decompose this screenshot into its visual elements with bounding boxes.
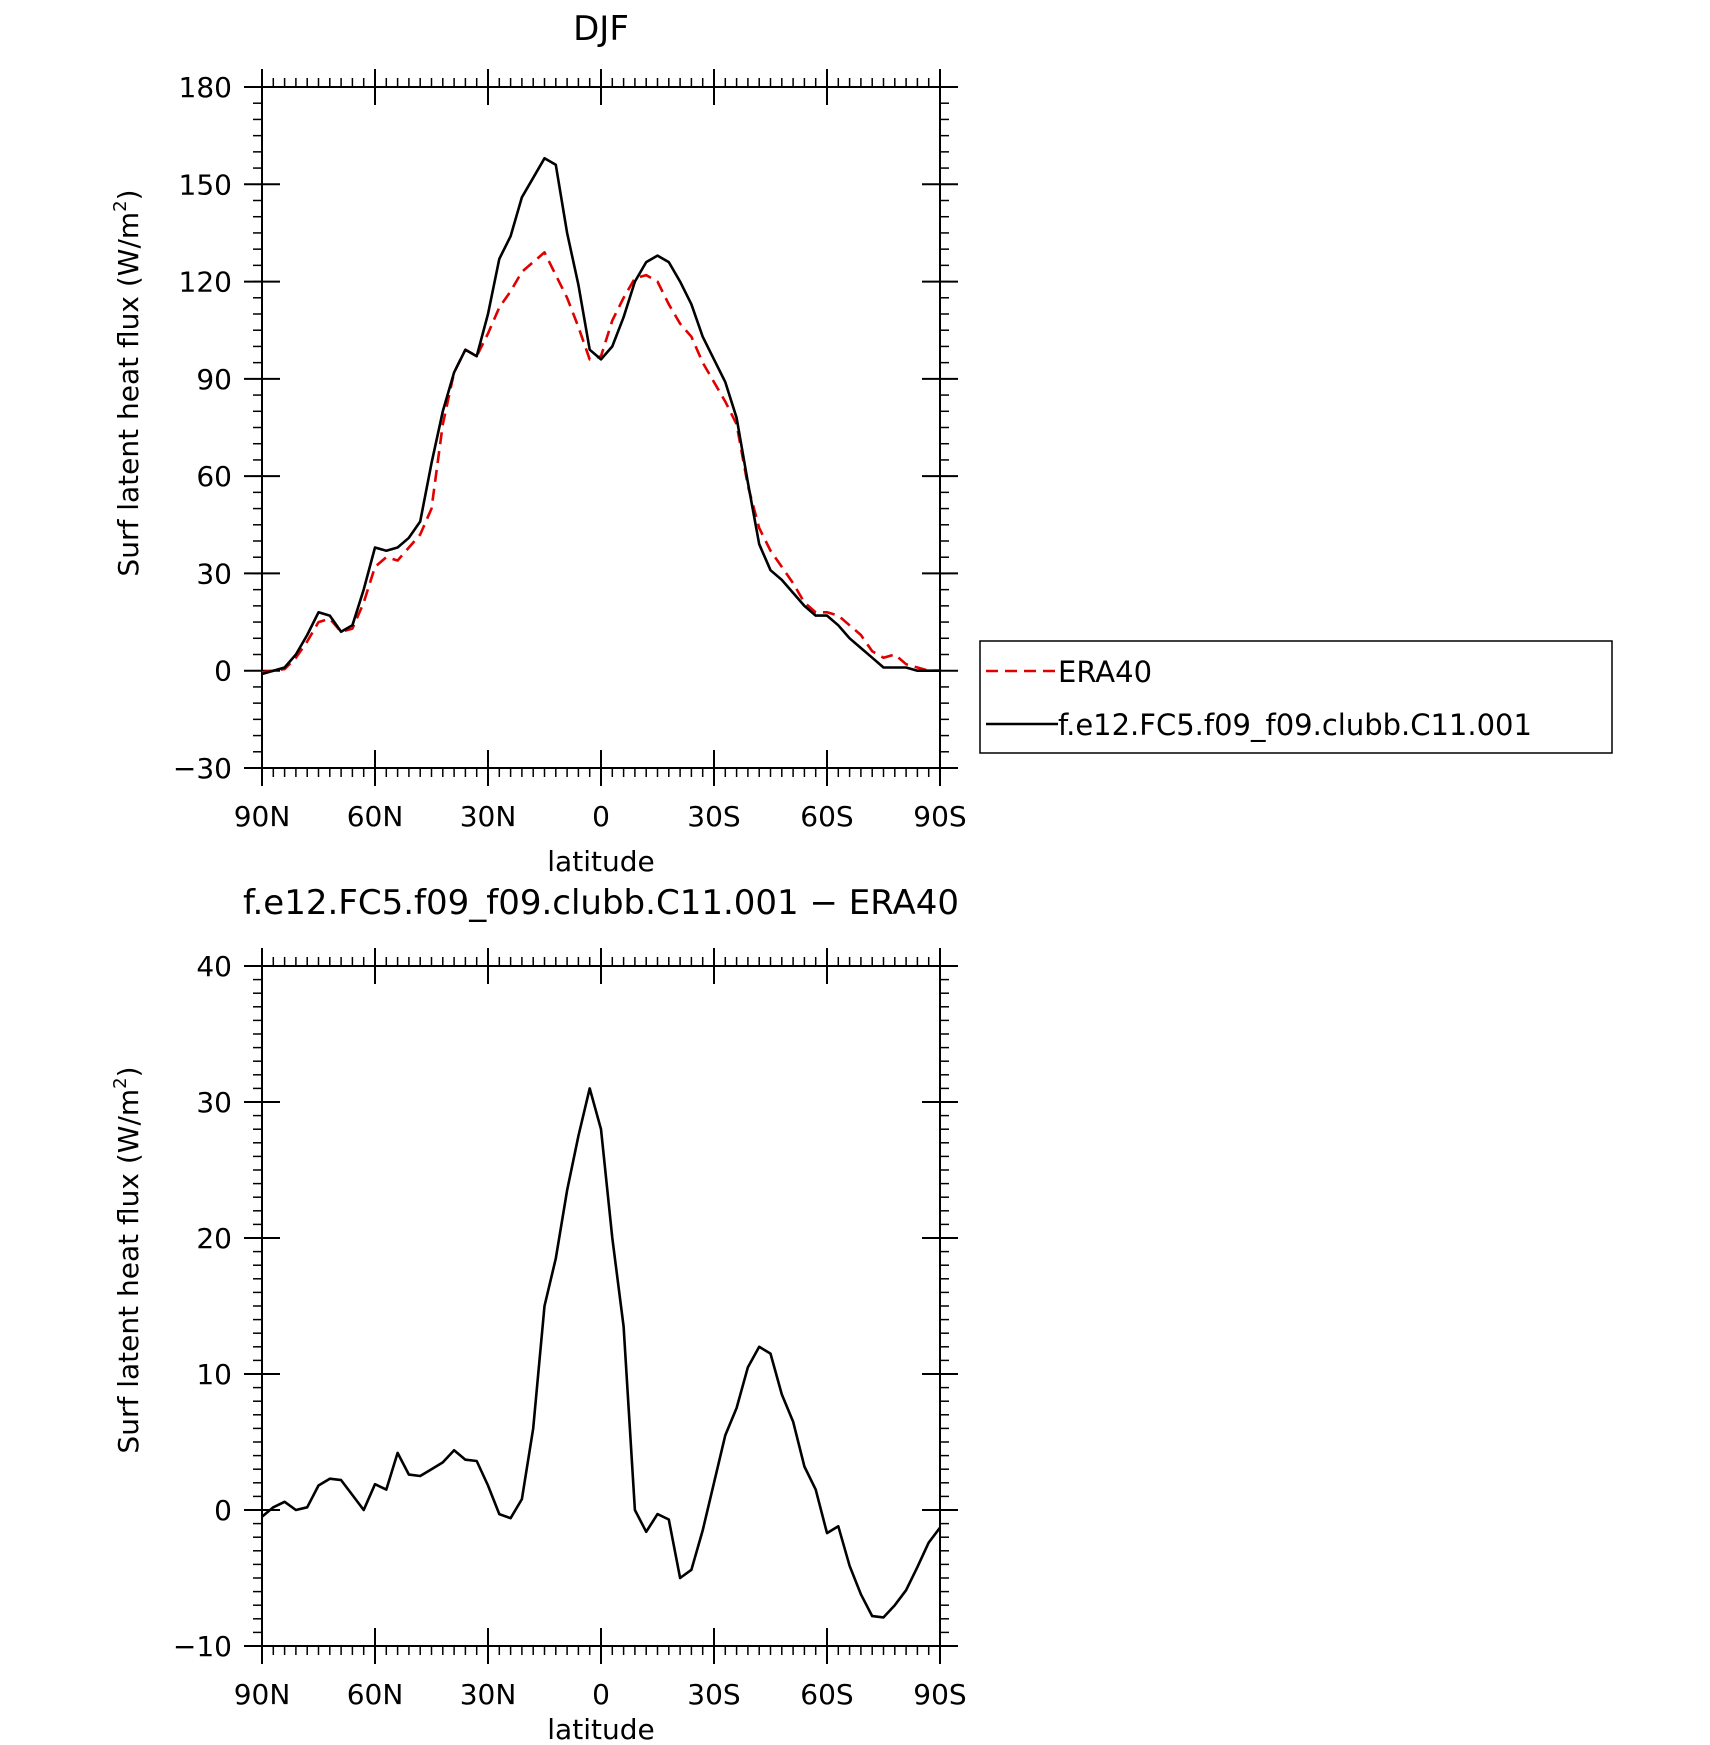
top-y-tick-label: 90 [196,363,232,396]
bottom-y-axis-label: Surf latent heat flux (W/m2) [110,1066,145,1453]
bottom-x-tick-label: 30N [460,1678,517,1711]
top-x-tick-label: 60S [800,800,853,833]
bottom-x-axis-label: latitude [547,1713,654,1745]
bottom-x-tick-label: 90S [913,1678,966,1711]
bottom-y-tick-label: −10 [173,1630,232,1663]
bottom-y-tick-label: 30 [196,1086,232,1119]
top-y-axis-label-sup: 2 [110,200,131,211]
bottom-y-tick-label: 0 [214,1494,232,1527]
bottom-x-tick-label: 30S [687,1678,740,1711]
top-series-line-model [261,157,940,676]
top-minor-ticks [253,78,949,777]
top-x-tick-label: 90S [913,800,966,833]
bottom-y-axis-label-main: Surf latent heat flux (W/m [112,1089,145,1454]
top-series-line-era40 [261,251,940,674]
top-y-tick-label: 180 [179,71,232,104]
top-x-axis-label: latitude [547,845,654,878]
top-panel: DJF Surf latent heat flux (W/m2) latitud… [110,9,1613,878]
top-y-tick-label: 0 [214,655,232,688]
top-x-tick-label: 60N [347,800,404,833]
legend-box [979,640,1613,754]
top-x-tick-label: 90N [234,800,291,833]
svg-text:Surf latent heat flux (W/m2): Surf latent heat flux (W/m2) [110,189,145,576]
bottom-y-axis-label-sup: 2 [110,1077,131,1088]
bottom-plot-area: −10 0 10 20 30 40 90N 60N 30N 0 30S 60S 90S [173,948,967,1711]
bottom-y-tick-label: 10 [196,1358,232,1391]
bottom-chart-title: f.e12.FC5.f09_f09.clubb.C11.001 − ERA40 [243,883,959,923]
top-y-axis-label: Surf latent heat flux (W/m2) [110,189,145,576]
svg-text:Surf latent heat flux (W/m2): Surf latent heat flux (W/m2) [110,1066,145,1453]
bottom-y-axis-label-close: ) [112,1066,145,1077]
legend-label-era40: ERA40 [1058,655,1152,689]
bottom-plot-frame [261,965,941,1647]
bottom-series-line-difference [261,1087,942,1619]
legend: ERA40 f.e12.FC5.f09_f09.clubb.C11.001 [979,640,1613,754]
bottom-x-tick-label: 60N [347,1678,404,1711]
top-y-tick-label: −30 [173,752,232,785]
bottom-y-tick-label: 40 [196,950,232,983]
top-x-tick-label: 30S [687,800,740,833]
bottom-panel: f.e12.FC5.f09_f09.clubb.C11.001 − ERA40 … [110,883,967,1745]
bottom-x-tick-label: 60S [800,1678,853,1711]
top-y-tick-label: 150 [179,168,232,201]
bottom-y-tick-label: 20 [196,1222,232,1255]
top-plot-area: −30 0 30 60 90 120 150 180 90N 60N 30N 0 30S 60S 90S [173,69,967,833]
top-y-tick-label: 30 [196,557,232,590]
legend-label-model: f.e12.FC5.f09_f09.clubb.C11.001 [1058,708,1532,742]
top-x-tick-label: 0 [592,800,610,833]
top-chart-title: DJF [573,9,629,49]
bottom-x-tick-label: 0 [592,1678,610,1711]
top-y-tick-label: 60 [196,460,232,493]
top-plot-frame [261,86,941,769]
top-y-axis-label-close: ) [112,189,145,200]
top-y-tick-label: 120 [179,266,232,299]
top-x-tick-label: 30N [460,800,517,833]
top-y-axis-label-main: Surf latent heat flux (W/m [112,212,145,577]
bottom-x-tick-label: 90N [234,1678,291,1711]
